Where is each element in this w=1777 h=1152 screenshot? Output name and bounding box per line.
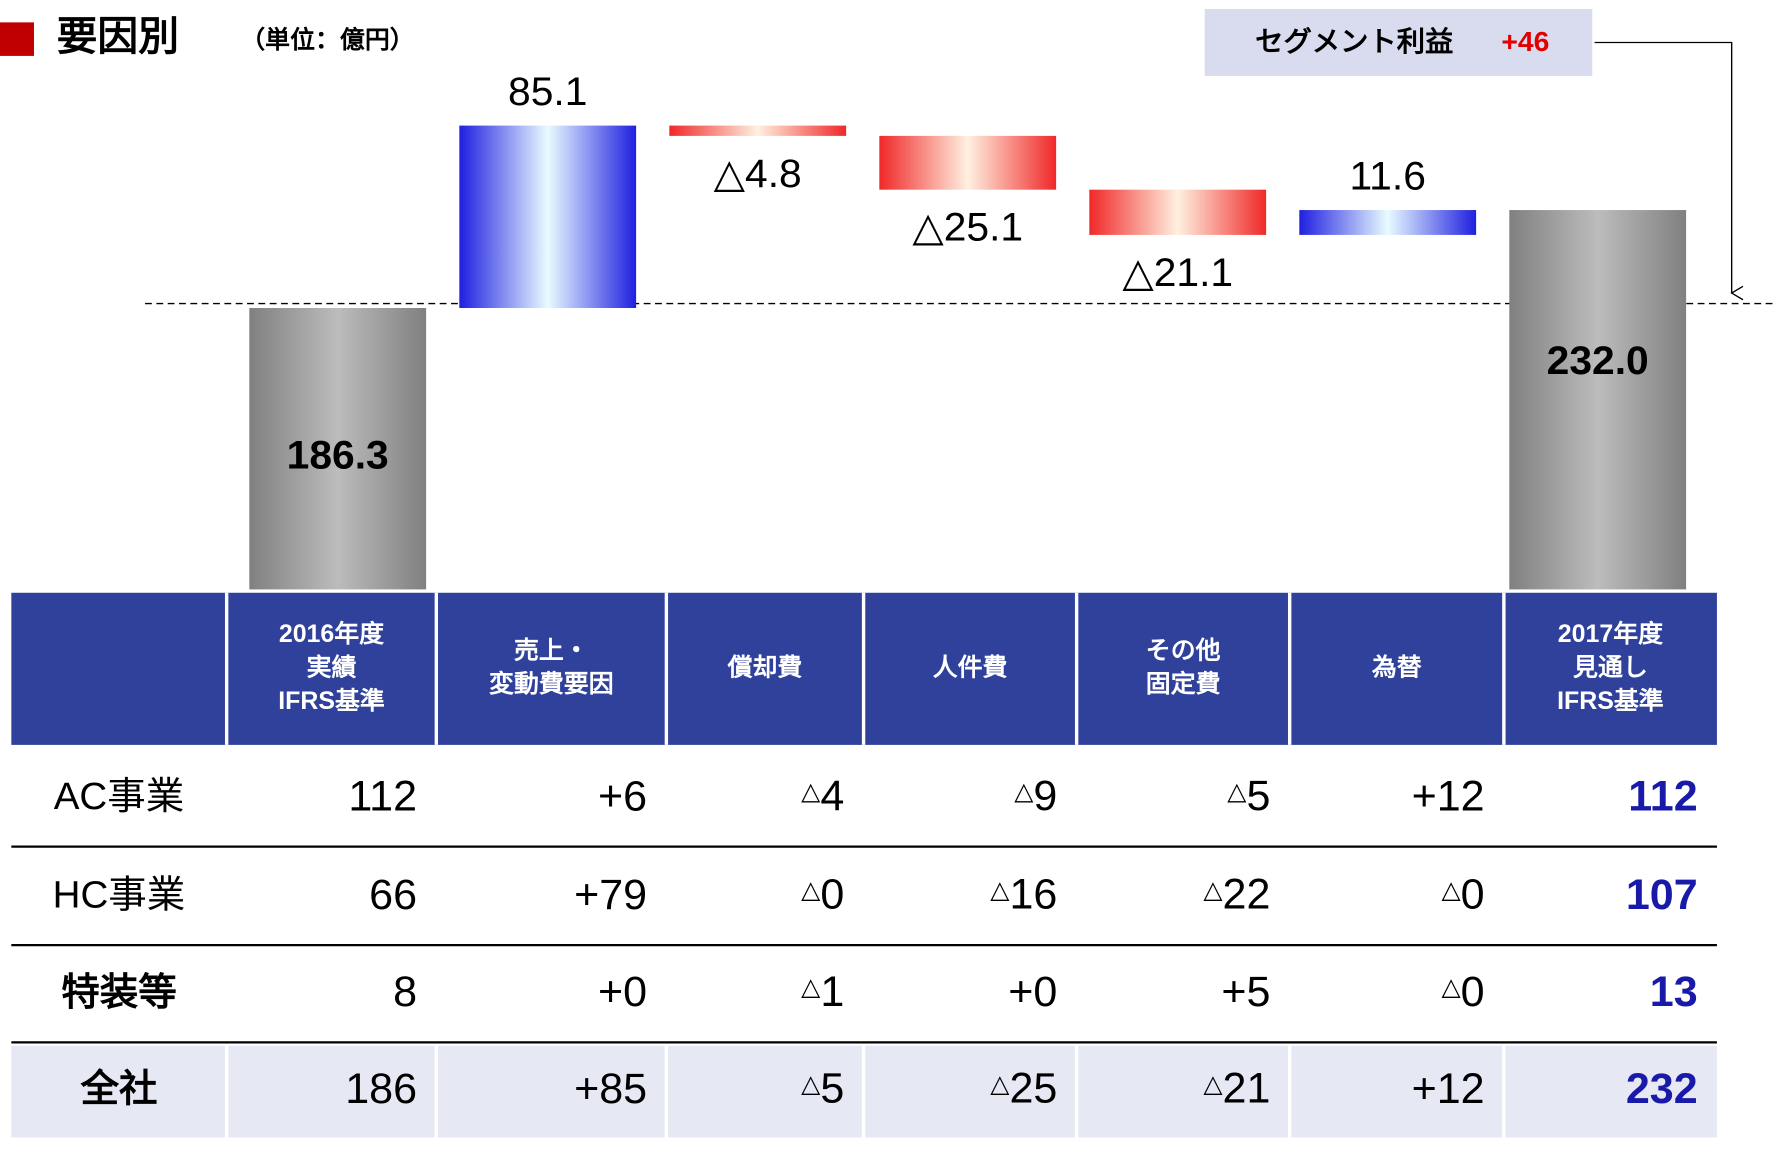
header-cell: 為替 bbox=[1372, 652, 1422, 681]
data-label: △25.1 bbox=[912, 204, 1023, 250]
chart-title: 要因別 bbox=[57, 13, 179, 59]
table-cell: △5 bbox=[1227, 773, 1270, 821]
table-cell: △25 bbox=[990, 1065, 1057, 1113]
table-cell: +0 bbox=[1008, 968, 1057, 1016]
annotation-text: セグメント利益 bbox=[1255, 26, 1453, 57]
table-cell: +12 bbox=[1412, 1065, 1485, 1113]
data-label: 232.0 bbox=[1547, 337, 1649, 383]
row-label: 特装等 bbox=[61, 971, 177, 1014]
table-cell: 8 bbox=[393, 968, 417, 1016]
header-cell: IFRS基準 bbox=[1557, 686, 1664, 715]
row-label: 全社 bbox=[79, 1067, 157, 1111]
table-cell: 13 bbox=[1650, 968, 1698, 1016]
bar bbox=[1509, 210, 1687, 590]
header-cell: 固定費 bbox=[1146, 669, 1221, 698]
table-cell: △0 bbox=[801, 871, 844, 919]
table-cell: △5 bbox=[801, 1065, 844, 1113]
bar bbox=[459, 125, 637, 308]
table-cell: 232 bbox=[1626, 1065, 1698, 1113]
data-label: 11.6 bbox=[1350, 153, 1426, 199]
table-cell: △4 bbox=[801, 773, 844, 821]
header-cell: 2016年度 bbox=[279, 619, 384, 648]
data-label: △21.1 bbox=[1122, 249, 1233, 295]
annotation-box bbox=[1204, 8, 1593, 77]
table-cell: 186 bbox=[345, 1065, 417, 1113]
table-cell: △0 bbox=[1441, 871, 1484, 919]
data-label: △4.8 bbox=[714, 150, 802, 196]
table-cell: △0 bbox=[1441, 968, 1484, 1016]
table-cell: △22 bbox=[1203, 871, 1270, 919]
row-label: HC事業 bbox=[53, 874, 186, 917]
table-cell: 112 bbox=[348, 773, 417, 821]
header-cell: IFRS基準 bbox=[278, 686, 385, 715]
header-cell: 変動費要因 bbox=[489, 669, 614, 698]
bar bbox=[1089, 189, 1267, 235]
annotation-arrow bbox=[1594, 41, 1744, 301]
header-cell: その他 bbox=[1146, 637, 1221, 665]
table-cell: +12 bbox=[1412, 773, 1485, 821]
data-label: 85.1 bbox=[508, 68, 587, 114]
header-cell: 売上・ bbox=[514, 637, 589, 665]
data-label: 186.3 bbox=[287, 432, 389, 478]
bar bbox=[669, 125, 847, 136]
table-cell: +0 bbox=[598, 968, 647, 1016]
row-label: AC事業 bbox=[54, 775, 185, 818]
annotation-value: +46 bbox=[1501, 26, 1549, 57]
bar bbox=[249, 307, 427, 590]
table-cell: +79 bbox=[574, 871, 647, 919]
table-cell: △1 bbox=[801, 968, 844, 1016]
table-cell: 66 bbox=[369, 871, 417, 919]
table-cell: △9 bbox=[1014, 773, 1057, 821]
bar bbox=[879, 135, 1057, 190]
table-cell: +85 bbox=[574, 1065, 647, 1113]
header-cell: 人件費 bbox=[933, 653, 1008, 681]
table-cell: 112 bbox=[1628, 773, 1697, 821]
table-cell: △16 bbox=[990, 871, 1057, 919]
title-marker bbox=[0, 22, 34, 56]
table-cell: △21 bbox=[1203, 1065, 1270, 1113]
header-cell: 見通し bbox=[1573, 653, 1648, 681]
table-cell: +6 bbox=[598, 773, 647, 821]
table-cell: 107 bbox=[1626, 871, 1698, 919]
table-cell: +5 bbox=[1221, 968, 1270, 1016]
bar bbox=[1299, 210, 1477, 235]
header-cell: 償却費 bbox=[727, 653, 803, 681]
header-cell: 2017年度 bbox=[1558, 619, 1663, 648]
chart-subtitle: （単位：億円） bbox=[240, 25, 414, 54]
header-cell: 実績 bbox=[307, 652, 357, 681]
